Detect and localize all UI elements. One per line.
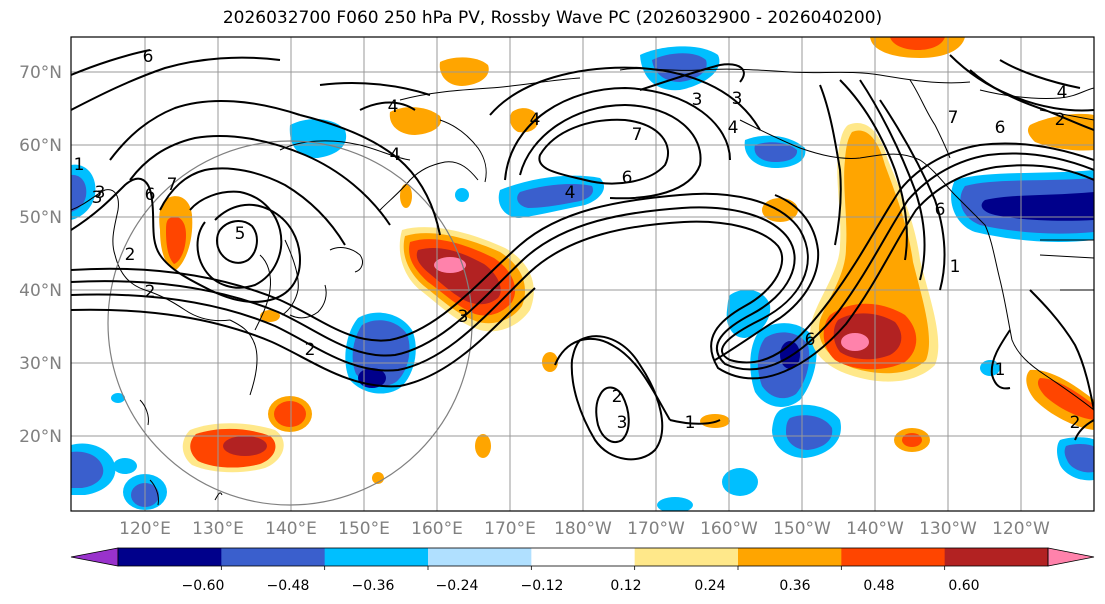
colorbar-extend-min [70,547,119,567]
colorbar-outline [117,547,1049,567]
contour-label: 2 [145,282,156,302]
lat-label: 30°N [19,354,62,374]
colorbar-tick-label: −0.12 [521,578,564,594]
colorbar-segment [118,548,222,566]
reference-circle [107,140,473,506]
lon-label: 140°E [265,519,317,539]
contour-labels: 6 4 4 7 6 3 4 2 1 3 2 1 2 3 6 7 5 3 2 1 … [74,47,1081,433]
contours [71,49,1094,461]
lon-label: 150°W [773,519,831,539]
colorbar-segment [738,548,842,566]
lon-label: 160°W [700,519,758,539]
chart-title: 2026032700 F060 250 hPa PV, Rossby Wave … [222,8,883,28]
lon-label: 130°W [919,519,977,539]
colorbar-tick-label: 0.48 [863,578,894,594]
contour-label: 4 [388,97,399,117]
contour-label: 3 [617,413,628,433]
contour-label: 1 [685,413,696,433]
colorbar-segment [428,548,532,566]
contour-label: 6 [622,168,633,188]
colorbar-segment [634,548,739,566]
lat-label: 40°N [19,281,62,301]
contour-label: 4 [565,183,576,203]
longitude-labels: 120°E 130°E 140°E 150°E 160°E 170°E 180°… [119,519,1050,539]
contour-label: 2 [305,340,316,360]
contour-label: 3 [692,90,703,110]
lat-label: 50°N [19,208,62,228]
contour-label: 2 [612,387,623,407]
contour-label: 4 [728,118,739,138]
contour-label: 6 [805,330,816,350]
lon-label: 120°E [119,519,171,539]
graticule [71,37,1094,511]
colorbar-tick-label: 0.12 [610,578,641,594]
contour-label: 4 [1057,83,1068,103]
contour-label: 3 [458,307,469,327]
lon-label: 120°W [992,519,1050,539]
contour-label: 3 [732,89,743,109]
colorbar-extend-max [1047,547,1095,567]
lon-label: 180°W [554,519,612,539]
colorbar-tick-label: −0.24 [436,578,479,594]
lon-label: 170°E [484,519,536,539]
contour-label: 2 [1055,110,1066,130]
contour-label: 3 [92,188,103,208]
contour-label: 2 [1070,413,1081,433]
contour-label: 1 [950,257,961,277]
map-frame [70,36,1095,512]
lon-label: 150°E [338,519,390,539]
colorbar-segment [944,548,1049,566]
contour-label: 4 [530,110,541,130]
colorbar-tick-labels: −0.60 −0.48 −0.36 −0.24 −0.12 0.12 0.24 … [182,578,980,594]
contour-label: 2 [125,245,136,265]
lat-label: 60°N [19,136,62,156]
colorbar-tick-label: −0.36 [352,578,395,594]
contour-label: 5 [235,224,246,244]
contour-label: 6 [143,47,154,67]
contour-label: 6 [145,185,156,205]
contour-label: 1 [74,155,85,175]
contour-label: 3 [95,183,106,203]
lon-label: 130°E [192,519,244,539]
colorbar-segment [221,548,326,566]
lat-label: 70°N [19,63,62,83]
colorbar-tick-label: 0.60 [948,578,979,594]
lon-label: 140°W [846,519,904,539]
colorbar-segment [324,548,429,566]
colorbar [70,547,1095,570]
contour-label: 6 [935,200,946,220]
contour-label: 1 [995,360,1006,380]
lon-label: 160°E [411,519,463,539]
colorbar-tick-label: −0.48 [267,578,310,594]
colorbar-segment [531,548,636,566]
contour-label: 6 [995,118,1006,138]
latitude-labels: 70°N 60°N 50°N 40°N 30°N 20°N [19,63,62,447]
colorbar-tick-label: 0.24 [694,578,725,594]
colorbar-tick-label: 0.36 [779,578,810,594]
contour-label: 7 [632,125,643,145]
contour-label: 4 [390,145,401,165]
colorbar-segment [841,548,946,566]
lon-label: 170°W [627,519,685,539]
lat-label: 20°N [19,427,62,447]
colorbar-tick-label: −0.60 [182,578,225,594]
contour-label: 7 [948,108,959,128]
contour-label: 7 [167,175,178,195]
